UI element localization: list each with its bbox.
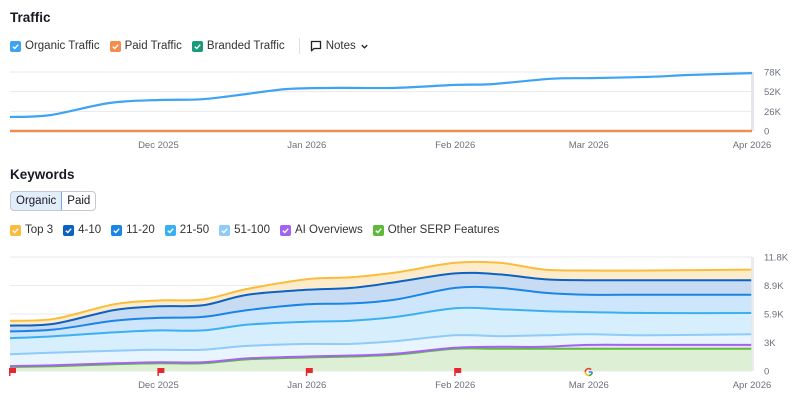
x-tick-label: Apr 2026 <box>733 140 772 151</box>
tab-paid[interactable]: Paid <box>67 195 91 207</box>
area-band-other-serp-features <box>10 348 752 371</box>
keywords-type-toggle: Organic Paid <box>10 191 97 211</box>
flag-marker-icon[interactable] <box>454 368 462 376</box>
checkbox-icon[interactable] <box>191 40 203 52</box>
traffic-title: Traffic <box>10 10 51 25</box>
area-band-top-3 <box>10 261 752 326</box>
series-line-ai-overviews[interactable] <box>9 343 752 368</box>
series-line-21-50[interactable] <box>9 306 753 340</box>
legend-label: 51-100 <box>234 224 270 236</box>
flag-marker-icon[interactable] <box>9 368 16 376</box>
google-update-icon[interactable] <box>584 367 594 377</box>
legend-branded-traffic[interactable]: Branded Traffic <box>191 40 285 52</box>
legend-paid-traffic[interactable]: Paid Traffic <box>109 40 182 52</box>
legend-label: Organic Traffic <box>25 40 100 52</box>
area-band-21-50 <box>10 307 752 355</box>
keywords-chart[interactable]: 11.8K 8.9K 5.9K 3K 0 Dec 2025 Jan 2026 Feb 2026… <box>0 250 800 400</box>
checkbox-icon[interactable] <box>109 40 121 52</box>
legend-51-100[interactable]: 51-100 <box>219 224 270 236</box>
legend-label: Paid Traffic <box>124 40 182 52</box>
y-tick-label: 52K <box>764 87 782 98</box>
y-tick-label: 11.8K <box>764 253 789 264</box>
checkbox-icon[interactable] <box>63 224 75 236</box>
legend-11-20[interactable]: 11-20 <box>111 224 155 236</box>
legend-label: Branded Traffic <box>206 40 285 52</box>
y-tick-label: 0 <box>764 367 769 378</box>
x-tick-label: Dec 2025 <box>138 380 179 391</box>
legend-divider <box>298 38 300 54</box>
legend-label: Top 3 <box>25 224 54 236</box>
series-line-top-3[interactable] <box>9 260 753 322</box>
keywords-legend: Top 3 4-10 11-20 21-50 51-100 AI Overviews Oth… <box>10 224 509 236</box>
y-tick-label: 78K <box>764 68 782 79</box>
x-tick-label: Jan 2026 <box>287 380 326 391</box>
series-line-11-20[interactable] <box>9 285 752 333</box>
checkbox-icon[interactable] <box>219 224 231 236</box>
notes-label: Notes <box>325 40 356 52</box>
legend-label: 11-20 <box>126 224 155 236</box>
area-band-11-20 <box>10 286 752 339</box>
comment-icon <box>310 40 322 52</box>
y-tick-label: 0 <box>764 127 769 138</box>
legend-label: 21-50 <box>179 224 210 236</box>
legend-21-50[interactable]: 21-50 <box>164 224 210 236</box>
legend-label: 4-10 <box>78 224 102 236</box>
checkbox-icon[interactable] <box>372 224 384 236</box>
x-tick-label: Feb 2026 <box>435 380 475 391</box>
notes-button[interactable]: Notes <box>310 40 369 52</box>
keywords-title: Keywords <box>10 167 75 182</box>
x-tick-label: Mar 2026 <box>569 140 609 151</box>
series-line-51-100[interactable] <box>9 333 753 356</box>
legend-top-3[interactable]: Top 3 <box>10 224 53 236</box>
x-tick-label: Feb 2026 <box>435 140 475 151</box>
area-band-51-100 <box>10 334 752 367</box>
x-tick-label: Mar 2026 <box>569 380 609 391</box>
y-tick-label: 26K <box>764 107 782 118</box>
x-tick-label: Apr 2026 <box>733 380 772 391</box>
y-tick-label: 8.9K <box>764 281 784 292</box>
legend-ai-overviews[interactable]: AI Overviews <box>279 224 363 236</box>
checkbox-icon[interactable] <box>10 40 21 52</box>
series-line-4-10[interactable] <box>9 271 752 327</box>
legend-organic-traffic[interactable]: Organic Traffic <box>10 40 100 52</box>
legend-4-10[interactable]: 4-10 <box>63 224 101 236</box>
tab-organic[interactable]: Organic <box>11 192 63 210</box>
series-line-organic-traffic[interactable] <box>9 72 753 119</box>
checkbox-icon[interactable] <box>111 224 123 236</box>
flag-marker-icon[interactable] <box>157 368 165 376</box>
legend-other-serp-features[interactable]: Other SERP Features <box>372 224 500 236</box>
chevron-down-icon <box>360 42 369 51</box>
flag-marker-icon[interactable] <box>305 368 313 376</box>
y-tick-label: 3K <box>764 338 776 349</box>
chart-scroll-edge <box>751 72 754 131</box>
legend-label: AI Overviews <box>294 224 363 236</box>
x-tick-label: Dec 2025 <box>138 140 179 151</box>
chart-scroll-edge <box>751 257 754 371</box>
legend-label: Other SERP Features <box>387 224 500 236</box>
traffic-legend: Organic Traffic Paid Traffic Branded Tra… <box>10 38 369 54</box>
x-tick-label: Jan 2026 <box>287 140 326 151</box>
checkbox-icon[interactable] <box>279 224 291 236</box>
traffic-chart[interactable]: 78K 52K 26K 0 Dec 2025 Jan 2026 Feb 2026 Mar 20… <box>0 62 800 152</box>
y-tick-label: 5.9K <box>764 310 784 321</box>
checkbox-icon[interactable] <box>10 224 21 236</box>
checkbox-icon[interactable] <box>164 224 176 236</box>
